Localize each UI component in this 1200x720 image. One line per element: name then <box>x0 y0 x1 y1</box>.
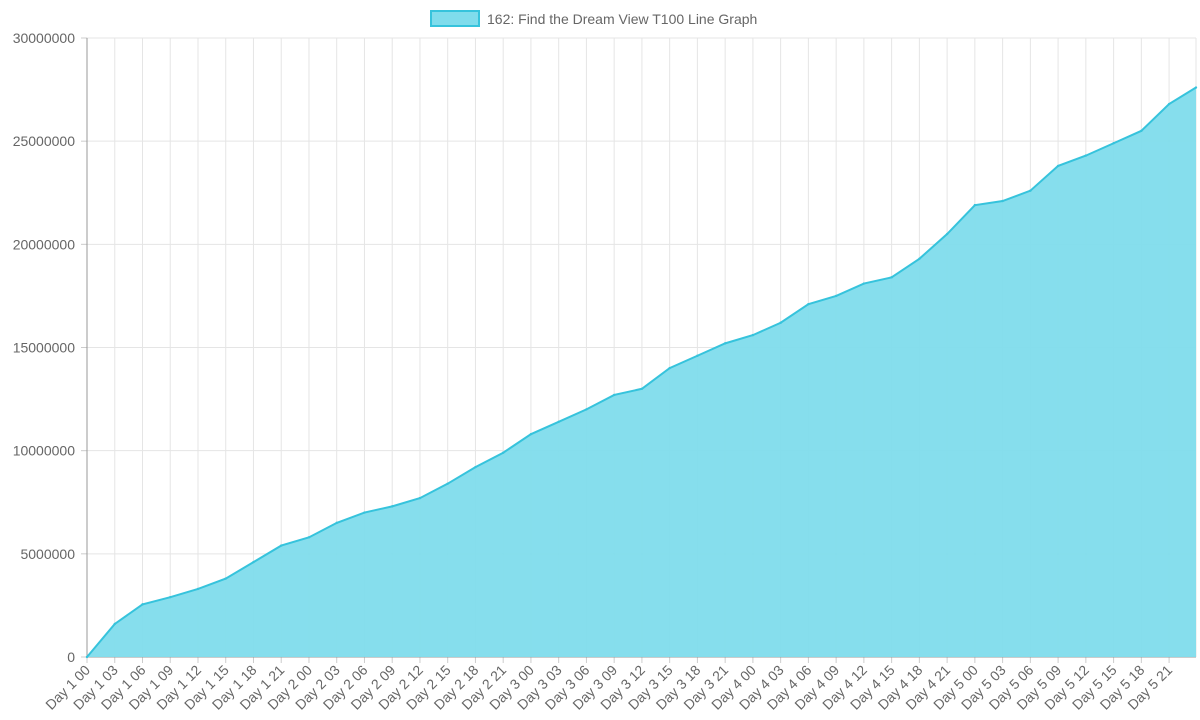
data-point[interactable] <box>529 432 533 436</box>
data-point[interactable] <box>363 511 366 514</box>
data-point[interactable] <box>252 560 255 564</box>
data-point[interactable] <box>612 393 616 397</box>
data-point[interactable] <box>224 577 227 580</box>
y-tick-label: 25000000 <box>13 133 76 149</box>
data-point[interactable] <box>280 544 283 547</box>
data-point[interactable] <box>1194 86 1198 89</box>
data-point[interactable] <box>668 366 671 370</box>
legend-label: 162: Find the Dream View T100 Line Graph <box>487 11 757 27</box>
series-area <box>87 87 1196 657</box>
data-point[interactable] <box>696 354 699 357</box>
data-point[interactable] <box>1056 164 1060 168</box>
data-point[interactable] <box>335 521 338 525</box>
y-tick-label: 30000000 <box>13 30 76 46</box>
data-point[interactable] <box>446 482 449 485</box>
y-axis: 0 5000000 10000000 15000000 20000000 25000000… <box>13 30 88 665</box>
data-point[interactable] <box>640 387 644 390</box>
data-point[interactable] <box>141 603 144 606</box>
data-point[interactable] <box>501 451 505 454</box>
plot-area <box>85 86 1198 659</box>
data-point[interactable] <box>973 203 977 207</box>
data-point[interactable] <box>1167 102 1171 106</box>
y-tick-label: 20000000 <box>13 236 76 252</box>
data-point[interactable] <box>557 420 560 423</box>
data-point[interactable] <box>391 505 394 508</box>
data-point[interactable] <box>834 294 838 298</box>
y-tick-label: 15000000 <box>13 340 76 356</box>
data-point[interactable] <box>1140 129 1143 133</box>
data-point[interactable] <box>1001 199 1004 203</box>
data-point[interactable] <box>169 595 172 599</box>
data-point[interactable] <box>418 496 422 500</box>
data-point[interactable] <box>723 342 727 345</box>
data-point[interactable] <box>307 536 311 539</box>
data-point[interactable] <box>918 257 921 260</box>
data-point[interactable] <box>196 587 200 591</box>
data-point[interactable] <box>1029 189 1032 192</box>
data-point[interactable] <box>585 408 588 411</box>
data-point[interactable] <box>1112 142 1115 145</box>
data-point[interactable] <box>1084 154 1088 157</box>
data-point[interactable] <box>862 282 866 285</box>
data-point[interactable] <box>751 333 755 337</box>
y-tick-label: 0 <box>67 649 75 665</box>
data-point[interactable] <box>779 321 782 324</box>
data-point[interactable] <box>85 655 89 659</box>
y-tick-label: 5000000 <box>20 546 75 562</box>
data-point[interactable] <box>113 622 116 626</box>
data-point[interactable] <box>474 465 477 469</box>
y-tick-label: 10000000 <box>13 443 76 459</box>
legend-swatch <box>430 10 480 27</box>
data-point[interactable] <box>890 276 893 279</box>
data-point[interactable] <box>807 302 810 306</box>
data-point[interactable] <box>945 232 949 236</box>
chart-legend[interactable]: 162: Find the Dream View T100 Line Graph <box>430 10 757 27</box>
